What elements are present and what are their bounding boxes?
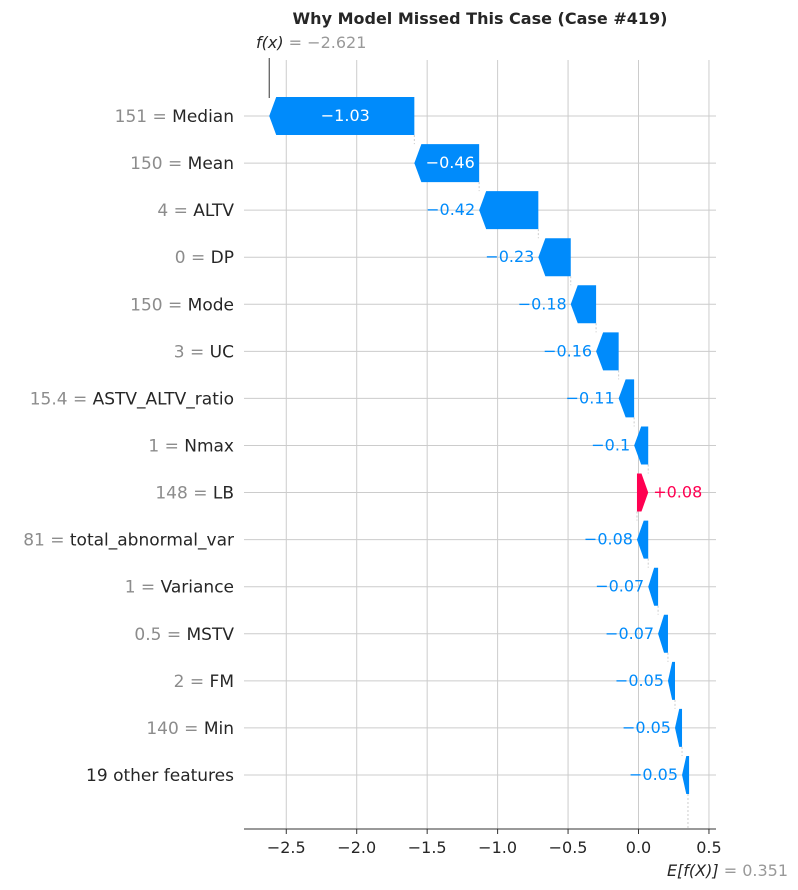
bar-value-label: −0.05	[615, 671, 664, 690]
bar-value-label: −0.05	[622, 718, 671, 737]
x-tick-label: −2.5	[267, 838, 306, 857]
x-tick-label: 0.0	[626, 838, 651, 857]
bar-mean	[414, 144, 480, 183]
bar-value-label: −0.18	[518, 294, 567, 313]
grid-lines	[244, 58, 716, 829]
bar-min	[674, 708, 683, 747]
fx-label: f(x) = −2.621	[256, 33, 366, 52]
bar-value-label: −0.07	[605, 624, 654, 643]
x-tick-label: 0.5	[696, 838, 721, 857]
chart-title: Why Model Missed This Case (Case #419)	[293, 9, 668, 28]
bar-value-label: −1.03	[321, 106, 370, 125]
y-tick-label: 148 = LB	[155, 484, 234, 504]
bar-value-label: +0.08	[653, 483, 702, 502]
bar-19-other-features	[682, 755, 690, 794]
labels-layer: f(x) = −2.621 −1.03 151 = Median −0.46 150 =…	[23, 33, 788, 880]
x-tick-label: −0.5	[549, 838, 588, 857]
base-value-label: E[f(X)] = 0.351	[667, 861, 788, 880]
bar-lb	[636, 473, 649, 512]
y-tick-label: 0 = DP	[175, 248, 234, 268]
y-tick-label: 81 = total_abnormal_var	[23, 531, 234, 551]
x-tick-label: −1.0	[478, 838, 517, 857]
bar-altv	[479, 191, 539, 230]
y-tick-label: 2 = FM	[174, 672, 234, 692]
bar-value-label: −0.07	[595, 577, 644, 596]
bar-dp	[538, 238, 571, 277]
bar-variance	[648, 567, 659, 606]
bars-layer	[269, 97, 690, 794]
bar-mode	[570, 285, 597, 324]
y-tick-label: 150 = Mode	[130, 295, 234, 315]
bar-value-label: −0.1	[591, 435, 630, 454]
bar-value-label: −0.08	[584, 530, 633, 549]
bar-mstv	[658, 614, 668, 653]
y-tick-label: 151 = Median	[115, 107, 234, 127]
y-tick-label: 15.4 = ASTV_ALTV_ratio	[30, 389, 234, 409]
y-tick-label: 140 = Min	[146, 719, 234, 739]
bar-nmax	[634, 426, 649, 465]
bar-value-label: −0.11	[566, 388, 615, 407]
y-tick-label: 0.5 = MSTV	[134, 625, 234, 645]
bar-value-label: −0.42	[426, 200, 475, 219]
bar-uc	[596, 332, 619, 371]
y-tick-label: 4 = ALTV	[157, 201, 234, 221]
y-tick-label: 3 = UC	[174, 342, 234, 362]
x-tick-label: −2.0	[337, 838, 376, 857]
bar-value-label: −0.05	[629, 765, 678, 784]
y-tick-label: 150 = Mean	[130, 154, 234, 174]
bar-value-label: −0.23	[485, 247, 534, 266]
bar-astv_altv_ratio	[618, 379, 635, 418]
x-tick-label: −1.5	[408, 838, 447, 857]
y-tick-label: 1 = Variance	[125, 578, 234, 598]
bar-total_abnormal_var	[636, 520, 649, 559]
bar-median	[269, 97, 415, 135]
y-tick-label: 19 other features	[86, 766, 234, 786]
y-tick-label: 1 = Nmax	[148, 436, 234, 456]
x-axis: −2.5 −2.0 −1.5 −1.0 −0.5 0.0 0.5	[244, 828, 722, 857]
bar-value-label: −0.46	[426, 153, 475, 172]
bar-fm	[667, 661, 675, 700]
bar-value-label: −0.16	[543, 341, 592, 360]
